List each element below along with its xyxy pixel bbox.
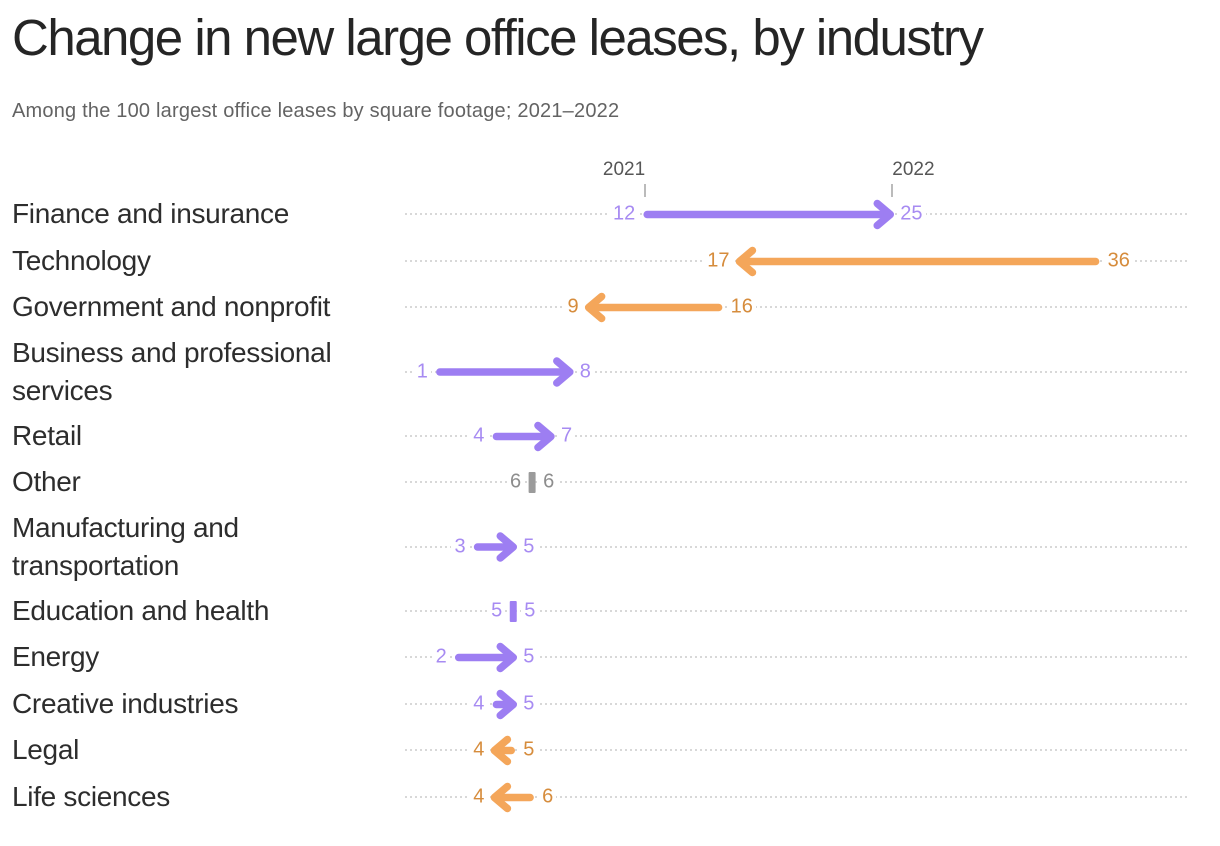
value-left: 9 — [564, 295, 582, 319]
trend-arrow — [735, 246, 1100, 276]
industry-label: Other — [12, 466, 81, 498]
trend-arrow — [490, 735, 515, 766]
industry-label: Legal — [12, 734, 80, 766]
trend-arrow — [492, 689, 517, 719]
industry-label: Retail — [12, 419, 82, 451]
leader-dotted-line — [405, 370, 1188, 373]
chart-row: Business and professional services 1 8 — [0, 331, 1220, 413]
axis-tick-2022 — [891, 184, 894, 197]
axis-tick-2021 — [644, 184, 647, 197]
leader-dotted-line — [405, 434, 1188, 437]
value-right: 6 — [540, 470, 558, 494]
chart-row: Education and health 5 5 — [0, 588, 1220, 635]
trend-arrow — [509, 600, 517, 622]
row-plot: 9 16 — [405, 284, 1220, 331]
trend-arrow — [490, 782, 534, 812]
axis-year-2022: 2022 — [892, 159, 935, 180]
leader-dotted-line — [405, 749, 1188, 752]
value-left: 1 — [413, 360, 431, 383]
industry-label: Energy — [12, 641, 99, 673]
trend-arrow — [454, 642, 517, 673]
value-right: 5 — [520, 645, 538, 669]
value-right: 16 — [727, 295, 756, 319]
chart-row: Energy 2 5 — [0, 634, 1220, 681]
value-left: 4 — [470, 424, 488, 448]
leader-dotted-line — [405, 481, 1188, 484]
chart-row: Finance and insurance 12 25 — [0, 191, 1220, 238]
value-left: 12 — [609, 202, 639, 226]
page-subtitle: Among the 100 largest office leases by s… — [12, 100, 620, 122]
row-plot: 2 5 — [405, 634, 1220, 681]
industry-label: Technology — [12, 244, 151, 276]
value-right: 7 — [557, 424, 576, 448]
trend-arrow — [436, 356, 574, 387]
row-plot: 4 5 — [405, 727, 1220, 774]
row-plot: 6 6 — [405, 459, 1220, 506]
chart-row: Retail 4 7 — [0, 413, 1220, 460]
trend-arrow — [584, 292, 723, 323]
value-right: 5 — [520, 738, 538, 762]
axis-year-2021: 2021 — [602, 159, 646, 180]
chart-row: Manufacturing and transportation 3 5 — [0, 506, 1220, 588]
leader-dotted-line — [405, 545, 1188, 548]
value-left: 4 — [470, 785, 488, 809]
value-left: 6 — [506, 470, 525, 494]
chart-rows: Finance and insurance 12 25 Technology 1… — [0, 191, 1220, 820]
chart-row: Life sciences 4 6 — [0, 774, 1220, 821]
page-title: Change in new large office leases, by in… — [12, 9, 984, 66]
value-left: 3 — [451, 535, 469, 558]
row-plot: 3 5 — [405, 506, 1220, 588]
chart-row: Technology 17 36 — [0, 238, 1220, 285]
trend-arrow — [473, 531, 517, 562]
leader-dotted-line — [405, 306, 1188, 309]
value-right: 25 — [897, 202, 926, 226]
trend-arrow — [643, 199, 894, 230]
row-plot: 17 36 — [405, 238, 1220, 285]
leader-dotted-line — [405, 795, 1188, 798]
value-right: 6 — [539, 785, 557, 809]
industry-label: Business and professional services — [12, 336, 332, 406]
leader-dotted-line — [405, 702, 1188, 705]
industry-label: Government and nonprofit — [12, 291, 331, 323]
row-plot: 4 6 — [405, 774, 1220, 821]
value-right: 8 — [576, 360, 594, 383]
industry-label: Manufacturing and transportation — [12, 511, 239, 581]
value-left: 4 — [470, 738, 488, 762]
value-left: 17 — [704, 249, 733, 273]
chart-row: Creative industries 4 5 — [0, 681, 1220, 728]
trend-arrow — [528, 472, 536, 493]
chart-row: Legal 4 5 — [0, 727, 1220, 774]
industry-label: Creative industries — [12, 687, 239, 719]
value-left: 4 — [470, 692, 488, 716]
row-plot: 1 8 — [405, 331, 1220, 413]
value-left: 2 — [432, 645, 450, 669]
row-plot: 4 7 — [405, 413, 1220, 460]
industry-label: Education and health — [12, 594, 270, 626]
chart-row: Government and nonprofit 9 16 — [0, 284, 1220, 331]
trend-arrow — [492, 421, 555, 451]
value-right: 36 — [1104, 249, 1133, 273]
value-right: 5 — [520, 692, 538, 716]
value-left: 5 — [488, 599, 506, 623]
industry-label: Life sciences — [12, 780, 170, 812]
value-right: 5 — [521, 599, 539, 623]
row-plot: 4 5 — [405, 681, 1220, 728]
leader-dotted-line — [405, 609, 1188, 612]
value-right: 5 — [520, 535, 538, 558]
industry-label: Finance and insurance — [12, 198, 289, 230]
chart-row: Other 6 6 — [0, 459, 1220, 506]
leader-dotted-line — [405, 656, 1188, 659]
row-plot: 12 25 — [405, 191, 1220, 238]
row-plot: 5 5 — [405, 588, 1220, 635]
